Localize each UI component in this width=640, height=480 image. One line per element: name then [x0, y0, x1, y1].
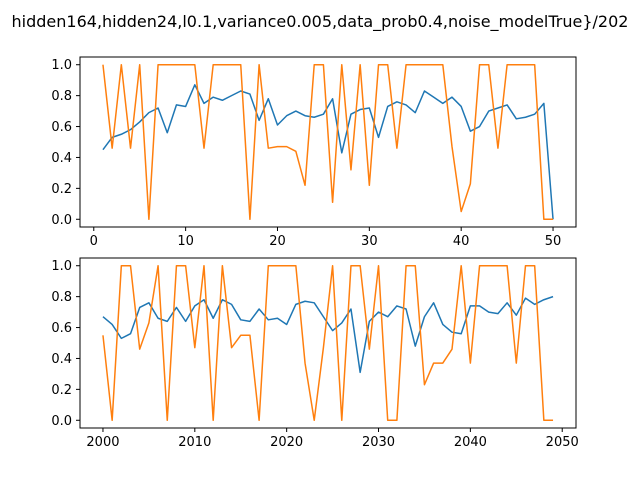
top-x-tick-label: 40	[453, 234, 470, 249]
top-x-tick-label: 0	[90, 234, 98, 249]
top-series-1-line	[102, 84, 554, 220]
top-x-tick-label: 20	[269, 234, 286, 249]
bottom-series-1-line	[102, 295, 554, 374]
bottom-x-tick-label: 2010	[178, 435, 211, 450]
bottom-y-tick-label: 0.4	[51, 352, 72, 367]
top-x-tick-label: 30	[361, 234, 378, 249]
bottom-x-tick-label: 2030	[362, 435, 395, 450]
bottom-y-tick-label: 0.6	[51, 321, 72, 336]
bottom-x-tick-label: 2000	[86, 435, 119, 450]
bottom-x-tick-label: 2020	[270, 435, 303, 450]
bottom-y-tick-label: 1.0	[51, 259, 72, 274]
bottom-axes-frame	[79, 257, 577, 429]
top-y-tick-label: 0.2	[51, 182, 72, 197]
top-series-2-line	[102, 63, 554, 221]
top-y-tick-label: 0.8	[51, 89, 72, 104]
bottom-series-2-line	[102, 264, 554, 422]
bottom-y-tick-label: 0.8	[51, 290, 72, 305]
top-x-tick-label: 50	[545, 234, 562, 249]
bottom-axes: 2000 2010 2020 2030 2040 2050 0.0 0.2 0.4 0.6 0.8 1…	[51, 257, 579, 450]
top-axes-frame	[79, 56, 577, 228]
bottom-x-tick-label: 2040	[454, 435, 487, 450]
top-y-tick-label: 0.6	[51, 120, 72, 135]
top-y-tick-label: 0.4	[51, 151, 72, 166]
bottom-y-tick-label: 0.2	[51, 383, 72, 398]
figure-title: hidden164,hidden24,l0.1,variance0.005,da…	[12, 12, 629, 32]
top-y-tick-label: 0.0	[51, 213, 72, 228]
top-y-tick-label: 1.0	[51, 58, 72, 73]
bottom-y-tick-label: 0.0	[51, 414, 72, 429]
top-axes: 0 10 20 30 40 50 0.0 0.2 0.4 0.6 0.8 1.0	[51, 56, 577, 249]
top-x-tick-label: 10	[177, 234, 194, 249]
bottom-x-tick-label: 2050	[546, 435, 579, 450]
